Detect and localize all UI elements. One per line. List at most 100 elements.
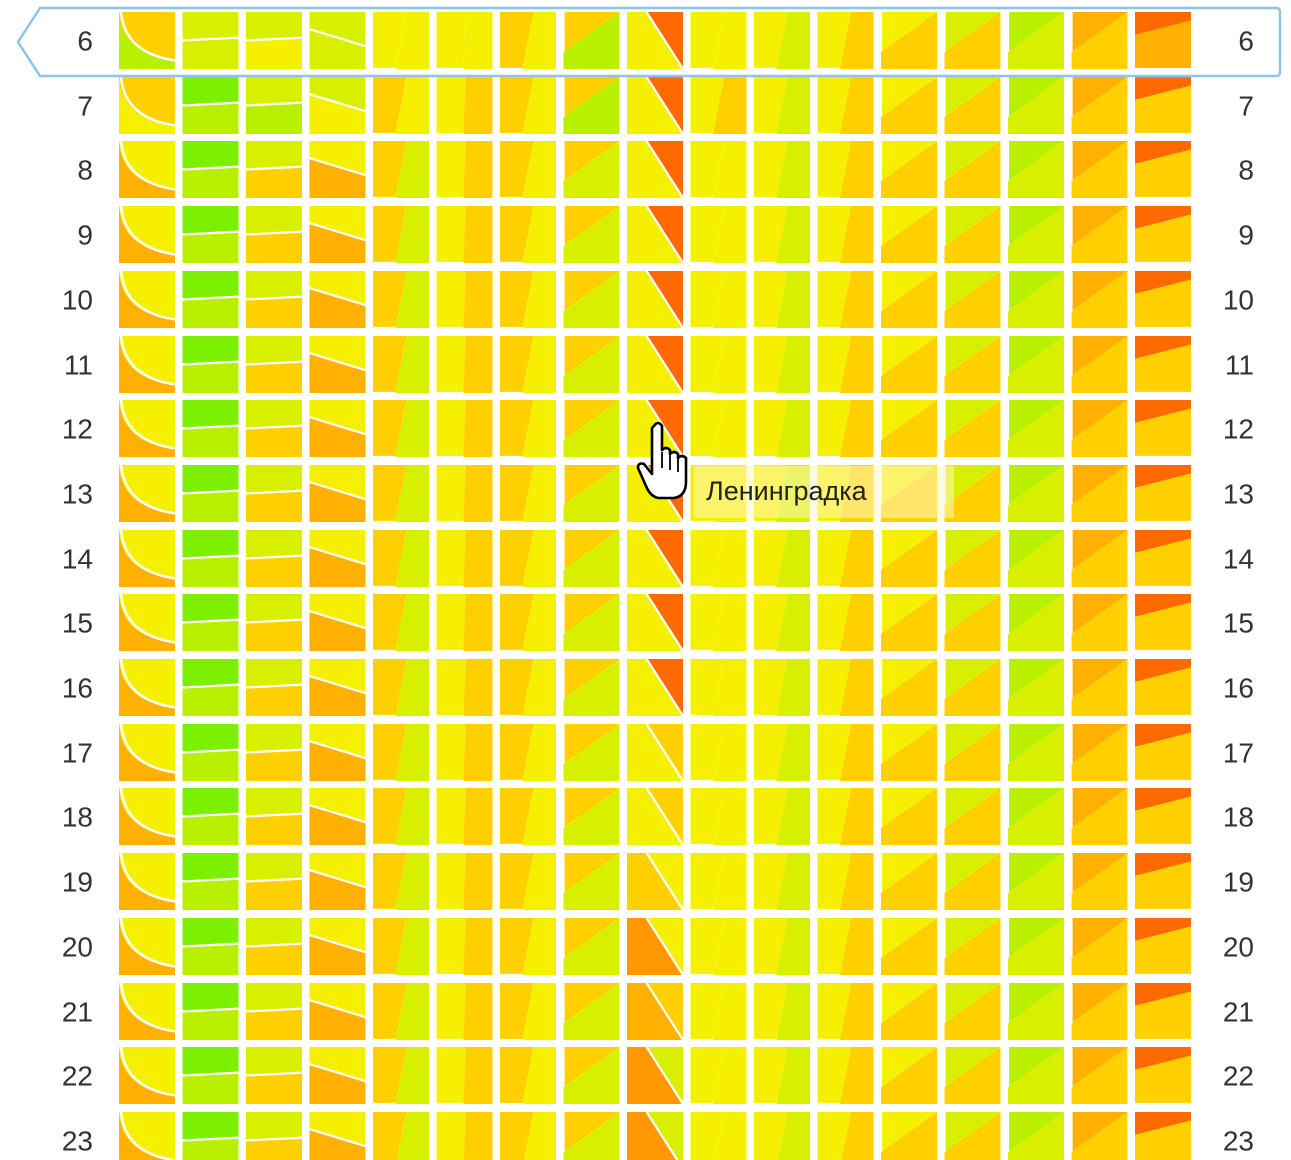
road-cell[interactable] xyxy=(1006,12,1064,69)
road-cell[interactable] xyxy=(119,464,176,522)
road-cell[interactable] xyxy=(500,918,556,977)
road-cell[interactable] xyxy=(879,530,937,587)
road-cell[interactable] xyxy=(817,206,874,265)
road-cell[interactable] xyxy=(309,983,366,1040)
road-cell[interactable] xyxy=(500,77,556,136)
road-cell[interactable] xyxy=(879,1112,937,1160)
road-cell[interactable] xyxy=(817,788,874,847)
road-cell[interactable] xyxy=(562,141,620,198)
road-cell[interactable] xyxy=(119,335,176,393)
road-cell[interactable] xyxy=(1135,659,1191,718)
road-cell[interactable] xyxy=(1135,853,1191,912)
road-cell[interactable] xyxy=(562,530,620,587)
road-cell[interactable] xyxy=(119,205,176,263)
road-cell[interactable] xyxy=(500,853,556,912)
road-cell[interactable] xyxy=(943,12,1001,69)
road-cell[interactable] xyxy=(627,76,684,135)
road-cell[interactable] xyxy=(817,12,874,71)
road-cell[interactable] xyxy=(119,787,176,845)
road-cell[interactable] xyxy=(943,141,1001,198)
road-cell[interactable] xyxy=(943,594,1001,651)
road-cell[interactable] xyxy=(373,983,429,1042)
road-cell[interactable] xyxy=(879,1047,937,1104)
road-cell[interactable] xyxy=(309,1112,366,1160)
road-cell[interactable] xyxy=(1070,141,1128,198)
road-cell[interactable] xyxy=(309,530,366,587)
road-cell[interactable] xyxy=(1006,141,1064,198)
road-cell[interactable] xyxy=(182,594,239,651)
road-cell[interactable] xyxy=(943,724,1001,781)
road-cell[interactable] xyxy=(436,141,493,200)
road-cell[interactable] xyxy=(500,206,556,265)
road-cell[interactable] xyxy=(309,400,366,457)
road-cell[interactable] xyxy=(754,400,810,459)
road-cell[interactable] xyxy=(690,853,747,912)
road-cell[interactable] xyxy=(182,724,239,781)
road-cell[interactable] xyxy=(690,271,747,330)
road-cell[interactable] xyxy=(754,77,810,136)
road-cell[interactable] xyxy=(309,724,366,781)
road-cell[interactable] xyxy=(943,530,1001,587)
road-cell[interactable] xyxy=(245,530,303,587)
road-cell[interactable] xyxy=(182,12,239,69)
road-cell[interactable] xyxy=(436,659,493,718)
road-cell[interactable] xyxy=(373,918,429,977)
road-cell[interactable] xyxy=(879,141,937,198)
road-cell[interactable] xyxy=(373,141,429,200)
road-cell[interactable] xyxy=(373,400,429,459)
road-cell[interactable] xyxy=(754,983,810,1042)
road-cell[interactable] xyxy=(754,12,810,71)
road-cell[interactable] xyxy=(943,336,1001,393)
road-cell[interactable] xyxy=(754,141,810,200)
road-cell[interactable] xyxy=(754,853,810,912)
road-cell[interactable] xyxy=(754,206,810,265)
road-cell[interactable] xyxy=(245,206,303,263)
road-cell[interactable] xyxy=(373,788,429,847)
road-cell[interactable] xyxy=(119,723,176,781)
road-cell[interactable] xyxy=(245,918,303,975)
road-cell[interactable] xyxy=(309,141,366,198)
road-cell[interactable] xyxy=(690,1112,747,1160)
road-cell[interactable] xyxy=(436,77,493,136)
road-cell[interactable] xyxy=(245,271,303,328)
road-cell[interactable] xyxy=(943,983,1001,1040)
road-cell[interactable] xyxy=(627,529,684,588)
road-cell[interactable] xyxy=(562,853,620,910)
road-cell[interactable] xyxy=(309,206,366,263)
road-cell[interactable] xyxy=(879,271,937,328)
road-cell[interactable] xyxy=(562,206,620,263)
road-cell[interactable] xyxy=(1070,400,1128,457)
road-cell[interactable] xyxy=(1070,594,1128,651)
road-cell[interactable] xyxy=(182,1112,239,1160)
road-cell[interactable] xyxy=(182,336,239,393)
road-cell[interactable] xyxy=(690,400,747,459)
road-cell[interactable] xyxy=(690,77,747,136)
road-cell[interactable] xyxy=(817,530,874,589)
road-cell[interactable] xyxy=(943,271,1001,328)
road-cell[interactable] xyxy=(817,1047,874,1106)
road-cell[interactable] xyxy=(627,140,684,199)
road-cell[interactable] xyxy=(309,271,366,328)
road-cell[interactable] xyxy=(1070,659,1128,716)
road-cell[interactable] xyxy=(943,853,1001,910)
road-cell[interactable] xyxy=(690,530,747,589)
road-cell[interactable] xyxy=(436,788,493,847)
road-cell[interactable] xyxy=(879,659,937,716)
road-cell[interactable] xyxy=(690,12,747,71)
road-cell[interactable] xyxy=(500,12,556,71)
road-cell[interactable] xyxy=(879,77,937,134)
road-cell[interactable] xyxy=(436,1047,493,1106)
road-cell[interactable] xyxy=(754,1112,810,1160)
road-cell[interactable] xyxy=(1135,206,1191,265)
road-cell[interactable] xyxy=(436,1112,493,1160)
road-cell[interactable] xyxy=(627,852,684,911)
road-cell[interactable] xyxy=(119,270,176,328)
road-cell[interactable] xyxy=(1070,12,1128,69)
road-cell[interactable] xyxy=(690,983,747,1042)
road-cell[interactable] xyxy=(373,724,429,783)
road-cell[interactable] xyxy=(690,336,747,395)
road-cell[interactable] xyxy=(373,659,429,718)
road-cell[interactable] xyxy=(245,1047,303,1104)
road-cell[interactable] xyxy=(373,12,429,71)
road-cell[interactable] xyxy=(690,788,747,847)
